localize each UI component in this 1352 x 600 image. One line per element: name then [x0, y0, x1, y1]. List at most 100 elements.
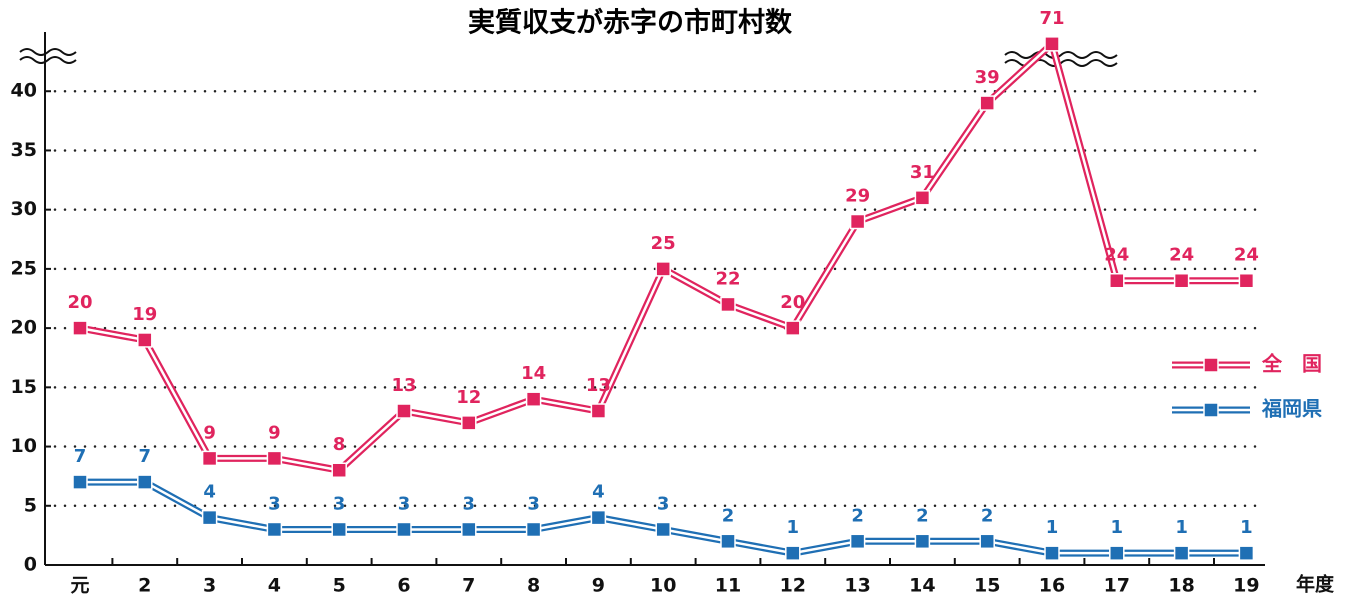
point — [72, 320, 88, 336]
point — [1238, 545, 1255, 561]
x-tick-label: 5 — [333, 575, 346, 597]
y-tick-label: 30 — [11, 198, 37, 220]
legend-label: 福岡県 — [1261, 397, 1322, 421]
data-label: 2 — [851, 505, 864, 526]
point — [1109, 272, 1125, 289]
data-label: 2 — [981, 505, 994, 526]
data-label: 3 — [333, 493, 346, 514]
point — [1109, 545, 1125, 561]
point — [914, 533, 931, 550]
x-tick-label: 18 — [1168, 575, 1194, 597]
x-tick-label: 4 — [268, 575, 281, 597]
data-label: 71 — [1039, 8, 1064, 29]
data-label: 12 — [456, 387, 481, 408]
data-label: 2 — [722, 505, 735, 526]
data-label: 3 — [463, 493, 476, 514]
point — [201, 509, 218, 526]
y-tick-label: 10 — [11, 435, 37, 457]
data-label: 3 — [657, 493, 670, 514]
data-label: 4 — [203, 482, 216, 503]
x-tick-label: 12 — [780, 575, 806, 597]
point — [914, 190, 931, 206]
point — [849, 533, 866, 550]
data-label: 1 — [1175, 517, 1188, 538]
point — [785, 545, 801, 561]
data-label: 24 — [1234, 245, 1259, 266]
data-label: 9 — [268, 422, 281, 443]
data-label: 25 — [651, 233, 676, 254]
x-tick-label: 7 — [462, 575, 475, 597]
x-tick-label: 14 — [909, 575, 935, 597]
point — [590, 509, 607, 526]
data-label: 2 — [916, 505, 929, 526]
point — [461, 415, 477, 431]
point — [1238, 272, 1255, 289]
point — [720, 296, 736, 313]
axis-break — [19, 48, 1118, 67]
x-tick-label: 15 — [974, 575, 1000, 597]
data-label: 9 — [203, 422, 216, 443]
data-label: 4 — [592, 482, 605, 503]
point — [396, 521, 412, 538]
point — [849, 213, 866, 230]
y-tick-label: 35 — [11, 139, 37, 161]
x-tick-label: 8 — [527, 575, 540, 597]
x-tick-label: 2 — [138, 575, 151, 597]
chart-title: 実質収支が赤字の市町村数 — [468, 7, 793, 39]
data-label: 3 — [268, 493, 281, 514]
point — [137, 332, 153, 348]
x-tick-label: 19 — [1233, 575, 1259, 597]
x-tick-label: 6 — [397, 575, 410, 597]
point — [979, 95, 995, 111]
point — [201, 450, 218, 467]
data-label: 1 — [1111, 517, 1124, 538]
x-tick-label: 17 — [1104, 575, 1130, 597]
point — [720, 533, 736, 550]
data-label: 24 — [1169, 245, 1194, 266]
x-tick-label: 11 — [715, 575, 741, 597]
point — [72, 474, 88, 490]
data-label: 7 — [74, 446, 87, 467]
x-axis-label: 年度 — [1296, 573, 1335, 596]
point — [1173, 272, 1190, 289]
data-label: 19 — [132, 304, 157, 325]
point — [979, 533, 995, 550]
point — [266, 521, 283, 538]
point — [396, 403, 412, 419]
data-label: 20 — [780, 292, 805, 313]
series-line — [79, 40, 1247, 474]
point — [137, 474, 153, 490]
data-label: 1 — [787, 517, 800, 538]
data-label: 31 — [910, 162, 935, 183]
data-label: 20 — [67, 292, 92, 313]
data-label: 1 — [1046, 517, 1059, 538]
point — [1044, 36, 1060, 52]
point — [331, 462, 347, 478]
legend-marker — [1203, 357, 1219, 373]
legend-marker — [1203, 402, 1219, 418]
data-label: 8 — [333, 434, 346, 455]
point — [331, 521, 347, 538]
x-tick-label: 3 — [203, 575, 216, 597]
data-label: 22 — [715, 268, 740, 289]
point — [655, 261, 671, 277]
y-tick-label: 5 — [24, 494, 37, 516]
data-label: 24 — [1104, 245, 1129, 266]
x-tick-label: 元 — [70, 575, 89, 597]
data-label: 14 — [521, 363, 546, 384]
x-tick-label: 9 — [592, 575, 605, 597]
point — [1044, 545, 1060, 561]
data-label: 13 — [391, 375, 416, 396]
y-tick-label: 20 — [11, 317, 37, 339]
data-label: 3 — [398, 493, 411, 514]
point — [266, 450, 283, 467]
data-label: 3 — [527, 493, 540, 514]
x-tick-label: 13 — [844, 575, 870, 597]
x-tick-label: 16 — [1039, 575, 1065, 597]
point — [525, 521, 542, 538]
point — [590, 403, 607, 419]
y-tick-label: 40 — [11, 80, 37, 102]
point — [655, 521, 671, 538]
data-label: 7 — [139, 446, 152, 467]
